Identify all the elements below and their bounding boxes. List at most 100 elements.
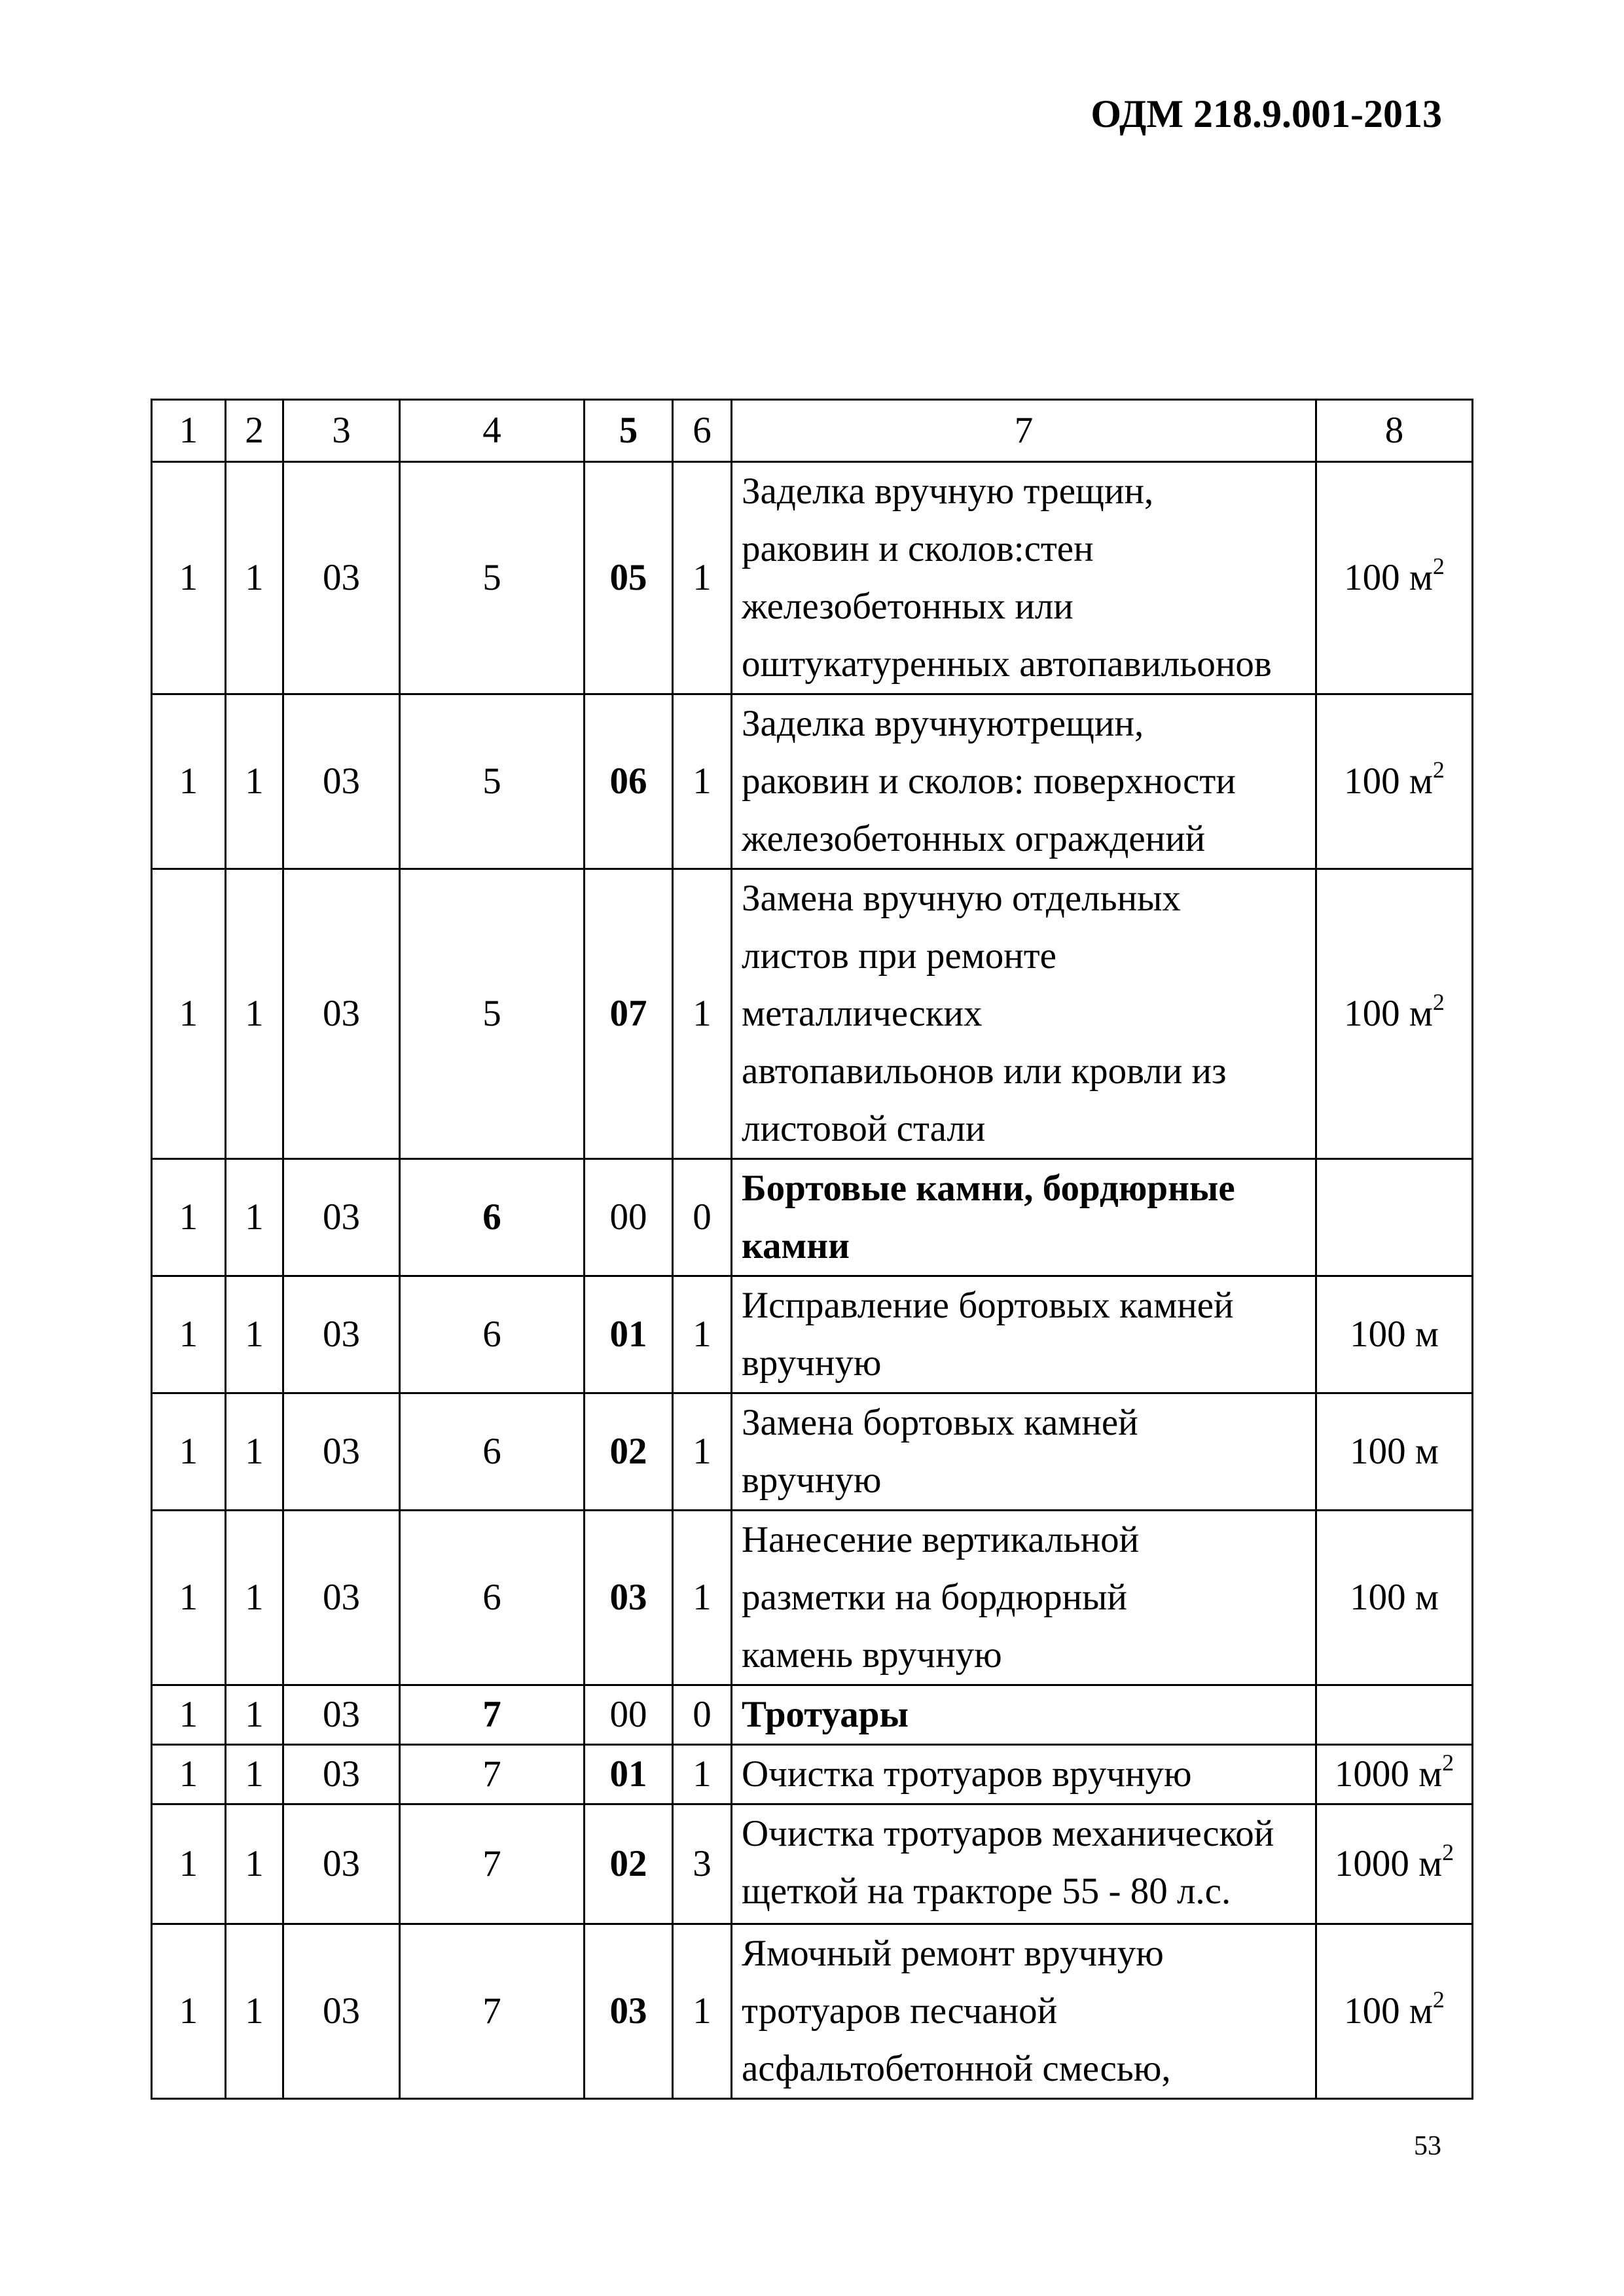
code-cell: 1 [151,1684,226,1746]
code-cell: 03 [282,1744,401,1805]
description-line: листов при ремонте [742,935,1056,977]
description-line: камень вручную [742,1634,1002,1676]
classification-table: 1 2 3 4 5 6 7 8 1 1 03 5 05 1 Заделка вручную трещин, р… [151,399,1473,2100]
code-cell: 1 [672,1744,732,1805]
unit-cell: 100 м [1315,1509,1473,1686]
description-line: камни [742,1225,850,1266]
code-cell: 6 [399,1275,585,1394]
code-cell: 1 [225,461,284,695]
code-cell: 03 [282,1923,401,2100]
code-cell: 1 [225,1509,284,1686]
unit-text: 100 м [1350,1431,1439,1472]
description-line: Очистка тротуаров механической [742,1813,1274,1854]
code-cell: 1 [151,1803,226,1925]
table-row: 1 1 03 6 03 1 Нанесение вертикальной разметки н… [151,1509,1473,1686]
description-cell: Исправление бортовых камней вручную [731,1275,1317,1394]
column-number-8: 8 [1315,399,1473,463]
unit-superscript: 2 [1432,553,1445,579]
code-cell: 02 [583,1392,674,1511]
code-cell: 5 [399,693,585,870]
column-number-3: 3 [282,399,401,463]
code-cell: 1 [151,868,226,1160]
code-cell: 1 [151,693,226,870]
description-line: Ямочный ремонт вручную [742,1933,1164,1974]
unit-text: 100 м [1344,761,1433,802]
code-cell: 1 [225,693,284,870]
code-cell: 02 [583,1803,674,1925]
code-cell: 01 [583,1744,674,1805]
code-cell: 1 [225,1275,284,1394]
code-cell: 5 [399,868,585,1160]
unit-cell: 100 м2 [1315,693,1473,870]
unit-text: 100 м [1350,1577,1439,1618]
code-cell: 03 [282,461,401,695]
code-cell: 7 [399,1923,585,2100]
code-cell: 3 [672,1803,732,1925]
code-cell: 1 [672,461,732,695]
description-line: листовой стали [742,1108,986,1149]
description-line: вручную [742,1342,882,1384]
table-row: 1 1 03 5 05 1 Заделка вручную трещин, раковин и… [151,461,1473,695]
code-cell: 1 [151,1275,226,1394]
unit-cell [1315,1158,1473,1277]
description-cell: Заделка вручнуютрещин, раковин и сколов: … [731,693,1317,870]
unit-cell: 100 м2 [1315,868,1473,1160]
code-cell: 01 [583,1275,674,1394]
code-cell: 5 [399,461,585,695]
description-line: разметки на бордюрный [742,1577,1127,1618]
description-line: металлических [742,993,983,1034]
code-cell: 7 [399,1684,585,1746]
unit-text: 100 м [1344,1990,1433,2032]
code-cell: 03 [583,1923,674,2100]
code-cell: 6 [399,1392,585,1511]
code-cell: 0 [672,1158,732,1277]
code-cell: 03 [282,1275,401,1394]
table-row: 1 1 03 6 01 1 Исправление бортовых камней вручн… [151,1275,1473,1394]
code-cell: 1 [151,461,226,695]
description-cell: Замена бортовых камней вручную [731,1392,1317,1511]
description-line: раковин и сколов:стен [742,528,1094,569]
description-line: автопавильонов или кровли из [742,1050,1227,1092]
unit-cell: 100 м [1315,1392,1473,1511]
column-number-7: 7 [731,399,1317,463]
code-cell: 1 [225,868,284,1160]
unit-text: 100 м [1350,1314,1439,1355]
page-number: 53 [1414,2131,1441,2161]
unit-cell: 100 м2 [1315,461,1473,695]
code-cell: 1 [151,1392,226,1511]
code-cell: 1 [225,1158,284,1277]
code-cell: 03 [583,1509,674,1686]
unit-superscript: 2 [1432,1986,1445,2013]
column-number-5: 5 [583,399,674,463]
column-number-6: 6 [672,399,732,463]
unit-text: 1000 м [1334,1753,1443,1795]
code-cell: 1 [672,693,732,870]
code-cell: 03 [282,1803,401,1925]
code-cell: 1 [151,1923,226,2100]
code-cell: 1 [225,1803,284,1925]
unit-cell: 100 м [1315,1275,1473,1394]
description-line: асфальтобетонной смесью, [742,2048,1171,2089]
description-cell: Тротуары [731,1684,1317,1746]
table-row: 1 1 03 7 00 0 Тротуары [151,1684,1473,1746]
code-cell: 00 [583,1158,674,1277]
description-line: Исправление бортовых камней [742,1285,1234,1326]
description-line: раковин и сколов: поверхности [742,761,1236,802]
table-row: 1 1 03 7 03 1 Ямочный ремонт вручную тротуаров … [151,1923,1473,2100]
table-row: 1 1 03 6 02 1 Замена бортовых камней вручную 100… [151,1392,1473,1511]
code-cell: 0 [672,1684,732,1746]
description-cell: Заделка вручную трещин, раковин и сколов:… [731,461,1317,695]
code-cell: 00 [583,1684,674,1746]
code-cell: 1 [151,1158,226,1277]
code-cell: 6 [399,1509,585,1686]
code-cell: 1 [672,1923,732,2100]
description-cell: Очистка тротуаров вручную [731,1744,1317,1805]
code-cell: 07 [583,868,674,1160]
unit-cell [1315,1684,1473,1746]
code-cell: 1 [225,1392,284,1511]
unit-superscript: 2 [1432,989,1445,1015]
column-number-1: 1 [151,399,226,463]
code-cell: 1 [151,1744,226,1805]
table-row: 1 1 03 5 07 1 Замена вручную отдельных листов п… [151,868,1473,1160]
